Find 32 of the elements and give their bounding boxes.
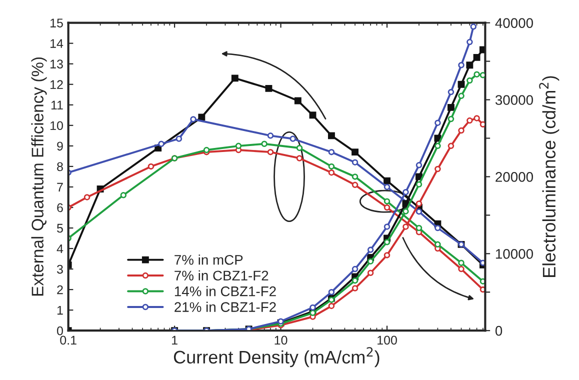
y-tick-label: 4 (56, 244, 64, 254)
y-tick-label: 1 (57, 306, 63, 315)
y-tick-label: 0 (57, 326, 63, 336)
y-tick-label: 12 (50, 80, 63, 89)
y-tick-label: 14 (50, 39, 64, 48)
y-tick-label: 15 (50, 18, 63, 28)
legend-label: 21% in CBZ1-F2 (174, 302, 276, 312)
x-tick-label: 100 (378, 336, 397, 345)
y-tick-label: 2 (57, 285, 63, 294)
y-tick-label: 9 (57, 142, 63, 151)
y2-tick-label: 10000 (496, 248, 534, 259)
x-tick-label: 1 (172, 336, 178, 345)
y-tick-label: 3 (56, 264, 63, 274)
x-axis-title: Current Density (mA/cm$^{2}$) (174, 347, 380, 368)
y2-axis-title: Electroluminance (cd/m$^{2}$) (539, 76, 560, 277)
y-tick-label: 7 (57, 182, 63, 192)
y-tick-label: 11 (51, 100, 63, 110)
y-tick-label: 6 (57, 203, 63, 212)
legend-label: 7% in CBZ1-F2 (174, 270, 268, 281)
y-tick-label: 13 (50, 60, 63, 68)
x-tick-label: 0.1 (60, 336, 76, 345)
y2-tick-label: 20000 (496, 172, 534, 182)
y-tick-label: 5 (57, 224, 63, 233)
legend-label: 7% in mCP (174, 254, 243, 265)
x-tick-label: 10 (274, 336, 288, 345)
y2-tick-label: 30000 (495, 95, 534, 105)
y-axis-title: External Quantum Efficiency (%) (31, 57, 47, 296)
y-tick-label: 8 (57, 162, 63, 172)
legend-label: 14% in CBZ1-F2 (174, 286, 276, 296)
y2-tick-label: 0 (495, 326, 502, 336)
y-tick-label: 10 (50, 121, 63, 130)
y2-tick-label: 40000 (495, 18, 534, 28)
